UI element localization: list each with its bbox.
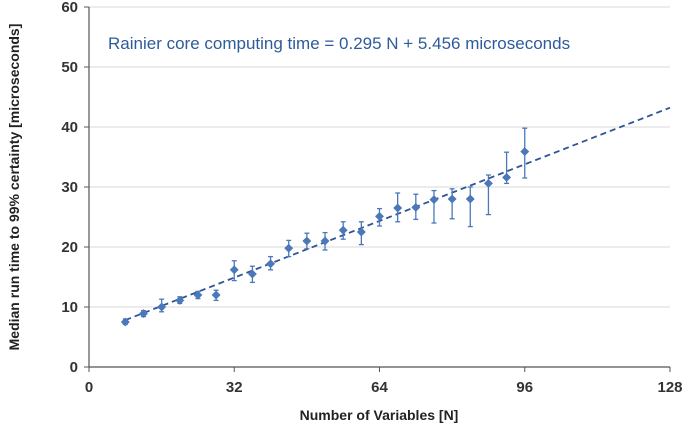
x-axis-title: Number of Variables [N] xyxy=(300,407,459,423)
axes xyxy=(84,6,671,372)
data-point-x-48 xyxy=(302,236,312,246)
data-points xyxy=(120,147,530,327)
x-tick-label-32: 32 xyxy=(226,379,243,396)
error-bar-x-84 xyxy=(467,186,473,228)
data-point-x-32 xyxy=(229,265,239,275)
data-point-x-60 xyxy=(356,227,366,237)
x-tick-labels: 0 32 64 96 128 xyxy=(85,379,683,396)
x-tick-label-0: 0 xyxy=(85,379,93,396)
y-tick-label-40: 40 xyxy=(61,119,78,136)
y-axis-title: Median run time to 99% certainty [micros… xyxy=(6,24,22,351)
y-tick-labels: 0 10 20 30 40 50 60 xyxy=(61,0,78,376)
data-point-x-88 xyxy=(483,178,493,188)
data-point-x-68 xyxy=(393,203,403,213)
y-tick-label-10: 10 xyxy=(61,299,78,316)
data-point-x-16 xyxy=(157,302,167,312)
data-point-x-12 xyxy=(138,309,149,319)
x-tick-label-128: 128 xyxy=(657,379,682,396)
error-bar-x-80 xyxy=(449,188,455,220)
data-point-x-28 xyxy=(211,290,221,300)
data-point-x-56 xyxy=(338,225,348,235)
y-tick-label-0: 0 xyxy=(70,359,78,376)
equation-annotation: Rainier core computing time = 0.295 N + … xyxy=(108,34,570,53)
data-point-x-8 xyxy=(120,317,130,327)
data-point-x-96 xyxy=(520,147,530,157)
error-bars xyxy=(122,127,528,326)
y-tick-label-20: 20 xyxy=(61,239,78,256)
data-point-x-76 xyxy=(429,195,439,205)
data-point-x-84 xyxy=(465,194,475,204)
data-point-x-92 xyxy=(502,172,512,182)
x-tick-label-64: 64 xyxy=(371,379,388,396)
data-point-x-24 xyxy=(193,290,203,300)
y-tick-label-30: 30 xyxy=(61,179,78,196)
gridlines xyxy=(89,6,670,308)
y-tick-label-60: 60 xyxy=(61,0,78,16)
x-tick-label-96: 96 xyxy=(516,379,533,396)
data-point-x-80 xyxy=(447,194,457,204)
data-point-x-72 xyxy=(411,202,421,212)
data-point-x-36 xyxy=(247,269,257,279)
data-point-x-52 xyxy=(320,236,330,246)
data-point-x-64 xyxy=(374,211,385,221)
data-point-x-20 xyxy=(175,295,185,305)
data-point-x-40 xyxy=(266,259,276,269)
data-point-x-44 xyxy=(284,243,294,253)
y-tick-label-50: 50 xyxy=(61,59,78,76)
